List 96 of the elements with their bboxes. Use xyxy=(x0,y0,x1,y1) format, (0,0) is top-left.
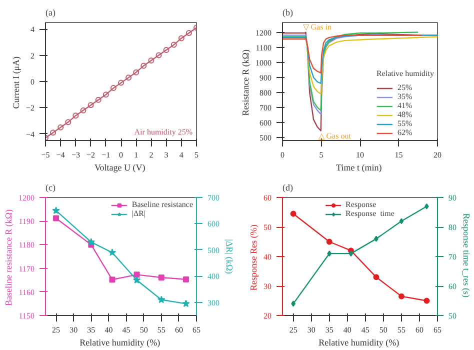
x-tick-label: 4 xyxy=(179,150,184,160)
x-tick-label: 40 xyxy=(343,326,352,334)
x-axis-title: Time t (min) xyxy=(336,162,382,172)
y-tick-label: 0 xyxy=(30,78,34,86)
legend-title: Relative humidity xyxy=(376,69,434,78)
x-tick-label: 30 xyxy=(307,326,316,334)
chart-title: (d) xyxy=(282,182,293,192)
y-tick-label: 1200 xyxy=(256,28,272,38)
y-tick-label: 500 xyxy=(260,133,272,142)
y-tick-label: 30 xyxy=(264,282,272,291)
y2-axis-title: Response time t_res (s) xyxy=(462,213,472,298)
x-tick-label: 55 xyxy=(397,326,406,334)
y-tick-label: 4 xyxy=(30,25,34,34)
y-tick-label: 1190 xyxy=(18,217,34,226)
x-tick-label: −3 xyxy=(71,150,80,160)
x-tick-label: 55 xyxy=(157,326,166,334)
y2-tick-label: 400 xyxy=(208,272,220,282)
y2-tick-label: 700 xyxy=(208,194,220,202)
x-tick-label: 5 xyxy=(319,150,324,160)
x-tick-label: 35 xyxy=(87,326,96,334)
x-tick-label: 20 xyxy=(434,150,442,160)
y2-tick-label: 90 xyxy=(448,194,456,202)
x-tick-label: 0 xyxy=(119,150,123,160)
annotation: Air humidity 25% xyxy=(134,128,193,136)
y-tick-label: 1170 xyxy=(18,264,34,274)
x-tick-label: 35 xyxy=(325,326,334,334)
y-tick-label: 1180 xyxy=(18,240,34,250)
y-tick-label: 50 xyxy=(264,223,272,232)
legend-label: 35% xyxy=(397,92,414,101)
x-tick-label: 25 xyxy=(52,326,60,334)
y-axis-title: Baseline resistance R (kΩ) xyxy=(4,209,14,306)
y-tick-label: −2 xyxy=(26,104,35,113)
x-tick-label: 0 xyxy=(280,150,284,160)
legend-label: 48% xyxy=(397,110,414,119)
y2-tick-label: 300 xyxy=(208,298,220,308)
y-tick-label: −4 xyxy=(26,130,35,139)
x-tick-label: 3 xyxy=(164,150,168,160)
x-tick-label: 65 xyxy=(434,326,442,334)
x-tick-label: 2 xyxy=(149,150,154,160)
x-axis-title: Voltage U (V) xyxy=(94,162,146,172)
y-tick-label: 1200 xyxy=(18,194,34,202)
y-axis-title: Current I (μA) xyxy=(10,56,21,109)
annotation: △ Gas out xyxy=(318,132,352,141)
y2-tick-label: 70 xyxy=(448,252,456,262)
chart-title: (b) xyxy=(282,8,293,18)
legend-label: 62% xyxy=(397,128,414,137)
y2-tick-label: 80 xyxy=(448,223,456,232)
y-tick-label: 1150 xyxy=(18,312,34,320)
chart-title: (a) xyxy=(46,8,56,18)
y-tick-label: 900 xyxy=(260,73,272,82)
y-tick-label: 1100 xyxy=(256,43,272,52)
x-axis-title: Relative humidity (%) xyxy=(318,338,400,348)
x-tick-label: 50 xyxy=(379,326,388,334)
y-tick-label: 20 xyxy=(264,312,272,320)
y-tick-label: 60 xyxy=(264,194,272,202)
x-tick-label: 5 xyxy=(194,150,198,160)
y2-axis-title: |ΔR| (kΩ) xyxy=(224,239,234,274)
chart-title: (c) xyxy=(46,182,56,192)
y-tick-label: 40 xyxy=(264,252,272,262)
x-tick-label: −1 xyxy=(102,150,110,160)
x-tick-label: 30 xyxy=(70,326,78,334)
legend-label: Baseline resistance xyxy=(132,200,193,209)
x-tick-label: 10 xyxy=(356,150,364,160)
legend-label: Response time xyxy=(346,209,394,218)
y-axis-title: Resistance R (kΩ) xyxy=(240,50,250,116)
legend-label: |ΔR| xyxy=(132,209,147,218)
x-axis-title: Relative humidity (%) xyxy=(80,338,160,348)
y-tick-label: 1160 xyxy=(18,288,34,297)
y-tick-label: 600 xyxy=(260,118,272,128)
y2-tick-label: 500 xyxy=(208,246,220,255)
y2-tick-label: 60 xyxy=(448,282,456,291)
legend-label: 25% xyxy=(397,83,414,92)
y-axis-title: Response Res (%) xyxy=(248,224,258,291)
x-tick-label: −2 xyxy=(86,150,96,160)
annotation: ▽ Gas in xyxy=(302,22,332,32)
y-tick-label: 800 xyxy=(260,88,272,98)
x-tick-label: 65 xyxy=(192,326,200,334)
x-tick-label: 15 xyxy=(394,150,403,160)
y-tick-label: 700 xyxy=(260,103,272,112)
y-tick-label: 2 xyxy=(30,51,34,60)
x-tick-label: 60 xyxy=(415,326,424,334)
x-tick-label: 40 xyxy=(104,326,113,334)
y2-tick-label: 50 xyxy=(448,312,456,320)
y2-tick-label: 600 xyxy=(208,220,220,229)
x-tick-label: 45 xyxy=(122,326,130,334)
x-tick-label: −4 xyxy=(56,150,65,160)
x-tick-label: 50 xyxy=(140,326,148,334)
legend-label: Response xyxy=(346,200,376,209)
x-tick-label: 45 xyxy=(361,326,370,334)
legend-label: 41% xyxy=(397,101,414,110)
x-tick-label: 25 xyxy=(289,326,298,334)
x-tick-label: 1 xyxy=(134,150,138,160)
legend-label: 55% xyxy=(397,119,414,128)
x-tick-label: 60 xyxy=(174,326,183,334)
x-tick-label: −5 xyxy=(41,150,50,160)
y-tick-label: 1000 xyxy=(256,58,272,68)
